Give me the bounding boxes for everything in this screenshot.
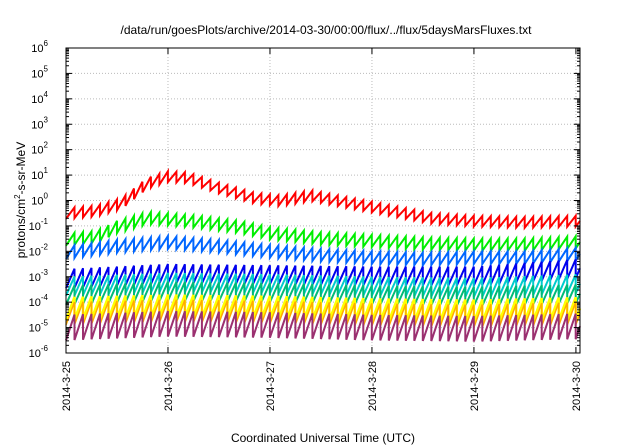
series-line-1 [65, 167, 581, 231]
y-tick-exponent: 5 [44, 64, 49, 73]
series-line-2 [65, 208, 581, 255]
y-tick-base: 10 [31, 94, 43, 106]
y-axis-label: protons/cm2-s-sr-MeV [13, 142, 28, 258]
y-tick-exponent: -6 [41, 344, 49, 353]
y-tick-base: 10 [31, 119, 43, 131]
y-tick-base: 10 [29, 246, 41, 258]
y-tick-base: 10 [31, 170, 43, 182]
y-tick-label: 104 [31, 90, 48, 106]
y-tick-label: 10-2 [29, 242, 49, 258]
y-tick-exponent: -3 [41, 268, 49, 277]
x-axis-label: Coordinated Universal Time (UTC) [231, 431, 415, 445]
x-tick-label: 2014-3-26 [163, 361, 175, 411]
y-tick-label: 10-1 [29, 217, 49, 233]
y-tick-label: 103 [31, 115, 48, 131]
y-tick-label: 10-5 [29, 319, 49, 335]
y-tick-label: 100 [31, 192, 48, 208]
y-tick-base: 10 [31, 145, 43, 157]
x-tick-label: 2014-3-29 [469, 361, 481, 411]
y-tick-label: 10-3 [29, 268, 49, 284]
y-tick-base: 10 [29, 221, 41, 233]
x-tick-label: 2014-3-30 [571, 361, 583, 411]
series-group [64, 167, 582, 342]
y-tick-label: 105 [31, 64, 48, 80]
x-tick-label: 2014-3-27 [265, 361, 277, 411]
y-tick-exponent: -4 [41, 293, 49, 302]
y-tick-label: 101 [31, 166, 48, 182]
x-tick-label: 2014-3-28 [367, 361, 379, 411]
y-tick-label: 10-4 [29, 293, 49, 309]
y-tick-base: 10 [29, 323, 41, 335]
y-tick-base: 10 [31, 43, 43, 55]
y-tick-exponent: 2 [44, 141, 49, 150]
y-axis-label-sup: 2 [13, 194, 22, 199]
chart-title: /data/run/goesPlots/archive/2014-03-30/0… [121, 23, 533, 37]
series-line-4 [65, 258, 581, 289]
series-line-7 [64, 294, 582, 323]
y-tick-base: 10 [29, 348, 41, 360]
y-tick-label: 102 [31, 141, 48, 157]
series-line-9 [65, 310, 581, 342]
y-tick-base: 10 [29, 272, 41, 284]
y-tick-exponent: 3 [44, 115, 49, 124]
y-tick-exponent: 0 [44, 192, 49, 201]
y-axis-ticks: 10610510410310210110010-110-210-310-410-… [29, 39, 580, 360]
y-tick-base: 10 [31, 196, 43, 208]
y-tick-exponent: -2 [41, 242, 49, 251]
y-tick-exponent: -5 [41, 319, 49, 328]
y-tick-base: 10 [31, 68, 43, 80]
y-tick-exponent: 1 [44, 166, 49, 175]
y-axis-label-tail: -s-sr-MeV [14, 142, 28, 195]
y-tick-label: 10-6 [29, 344, 49, 360]
series-line-6 [65, 281, 581, 307]
x-tick-label: 2014-3-25 [61, 361, 73, 411]
series-line-5 [65, 272, 581, 298]
y-tick-label: 106 [31, 39, 48, 55]
series-line-8 [65, 299, 581, 328]
y-tick-exponent: 6 [44, 39, 49, 48]
x-axis-ticks: 2014-3-25 2014-3-26 2014-3-27 2014-3-28 2014… [61, 48, 583, 411]
y-tick-base: 10 [29, 297, 41, 309]
y-tick-exponent: 4 [44, 90, 49, 99]
series-line-3 [65, 232, 581, 269]
y-axis-label-main: protons/cm [14, 199, 28, 258]
y-tick-exponent: -1 [41, 217, 49, 226]
